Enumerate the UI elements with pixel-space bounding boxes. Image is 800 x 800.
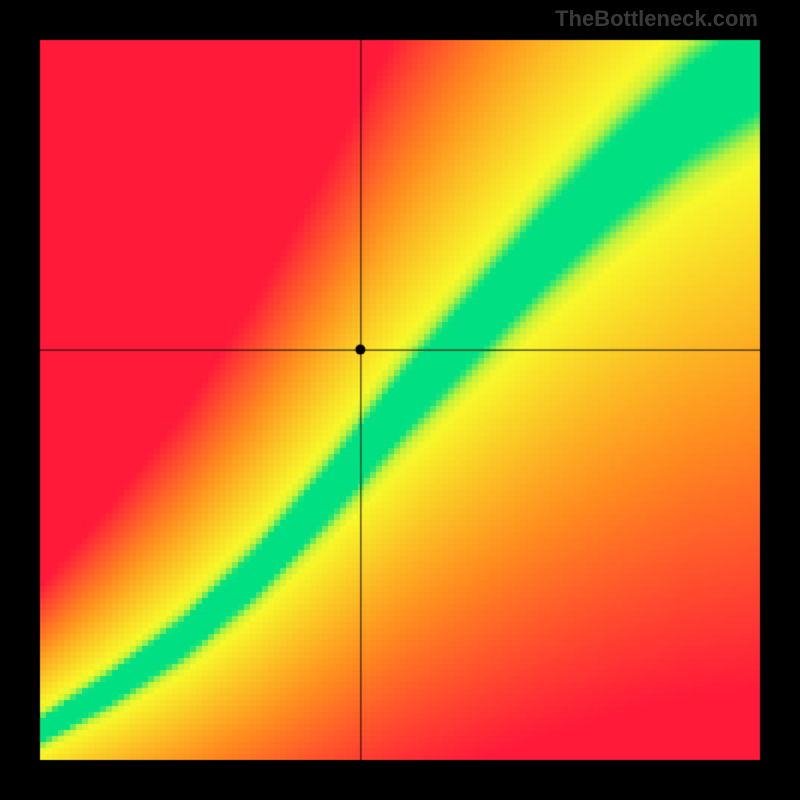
bottleneck-heatmap xyxy=(0,0,800,800)
chart-container: TheBottleneck.com xyxy=(0,0,800,800)
watermark-text: TheBottleneck.com xyxy=(555,6,758,32)
